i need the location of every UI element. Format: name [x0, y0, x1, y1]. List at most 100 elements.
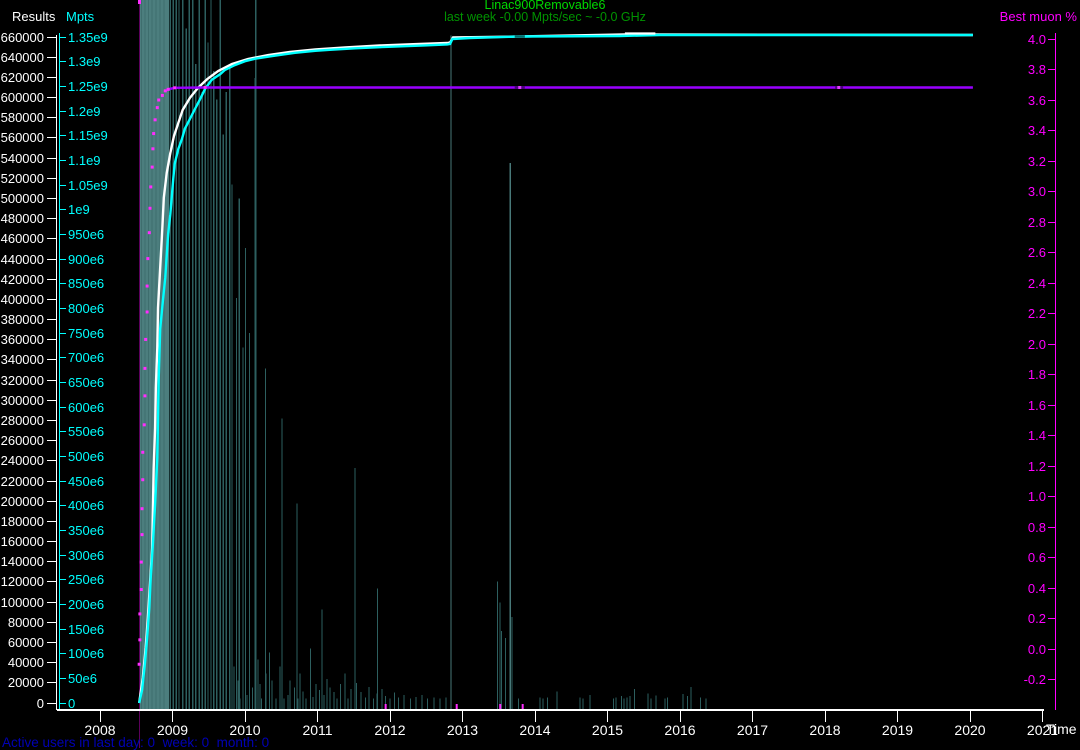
year-tick — [897, 710, 898, 722]
mpts-tick — [59, 85, 66, 87]
mpts-tick — [59, 579, 66, 581]
year-tick-label: 2011 — [302, 722, 333, 738]
results-tick-label: 540000 — [0, 150, 44, 166]
year-tick-label: 2014 — [519, 722, 551, 738]
year-tick — [1042, 710, 1043, 722]
muon-tick — [1048, 496, 1056, 498]
mpts-tick-label: 950e6 — [68, 226, 105, 242]
year-tick-label: 2015 — [591, 722, 624, 738]
year-tick-label: 2021 — [1026, 722, 1059, 738]
mpts-tick — [59, 332, 66, 334]
muon-tick-label: 2.2 — [1027, 306, 1046, 322]
year-tick — [389, 710, 391, 722]
results-tick-label: 440000 — [0, 251, 44, 267]
results-tick-label: 240000 — [0, 453, 44, 469]
mpts-tick — [59, 554, 66, 556]
mpts-tick — [59, 36, 66, 38]
year-tick — [679, 710, 681, 722]
mpts-tick-label: 450e6 — [68, 473, 105, 489]
mpts-tick — [59, 135, 66, 137]
results-tick-label: 60000 — [7, 634, 44, 650]
results-tick — [47, 238, 56, 240]
year-tick — [317, 710, 318, 722]
best-muon-dot — [141, 450, 145, 454]
new-best-bottom-mark — [455, 704, 458, 709]
mpts-tick — [59, 702, 66, 704]
results-tick — [47, 197, 56, 199]
muon-tick — [1048, 343, 1056, 345]
results-curve — [137, 33, 973, 704]
best-muon-dot — [152, 132, 156, 136]
mpts-tick — [59, 406, 66, 408]
muon-tick — [1048, 282, 1056, 284]
muon-tick-label: 2.4 — [1027, 275, 1046, 291]
results-tick — [47, 541, 56, 543]
results-tick — [47, 97, 56, 99]
mpts-tick-label: 300e6 — [68, 547, 105, 563]
muon-axis-line — [1055, 33, 1056, 710]
mpts-tick — [59, 184, 66, 186]
results-tick — [47, 278, 56, 280]
results-tick-label: 120000 — [0, 574, 44, 590]
new-best-bottom-mark — [499, 704, 502, 709]
mpts-tick-label: 1.15e9 — [68, 128, 108, 144]
activity-block — [139, 0, 169, 709]
muon-tick-label: 0.8 — [1027, 519, 1046, 535]
best-muon-dot — [146, 257, 150, 261]
results-tick — [47, 177, 56, 179]
mpts-tick-label: 900e6 — [68, 251, 105, 267]
results-tick — [47, 561, 56, 563]
muon-tick — [1048, 38, 1056, 40]
muon-tick-label: 3.4 — [1027, 123, 1046, 139]
mpts-tick — [59, 628, 66, 630]
best-muon-dot — [173, 86, 177, 90]
year-tick-label: 2013 — [446, 722, 479, 738]
results-tick — [47, 641, 56, 643]
best-muon-dot — [151, 147, 155, 151]
results-tick-label: 560000 — [0, 130, 44, 146]
results-tick-label: 100000 — [0, 594, 44, 610]
muon-tick-label: 3.6 — [1027, 92, 1046, 108]
year-tick-label: 2016 — [664, 722, 696, 738]
best-muon-dot — [143, 394, 147, 398]
time-axis-title: Time — [1046, 721, 1077, 737]
mpts-tick-label: 0 — [68, 695, 76, 711]
results-tick-label: 640000 — [0, 49, 44, 65]
results-tick-label: 40000 — [7, 655, 44, 671]
muon-tick-label: 4.0 — [1027, 31, 1046, 47]
results-tick — [47, 157, 56, 159]
mpts-tick-label: 100e6 — [68, 646, 105, 662]
muon-tick-label: -0.2 — [1023, 672, 1046, 688]
muon-tick — [1048, 69, 1056, 71]
mpts-tick — [59, 159, 66, 161]
results-tick-label: 600000 — [0, 90, 44, 106]
muon-tick-label: 1.4 — [1027, 428, 1046, 444]
best-muon-dot — [138, 638, 142, 642]
mpts-tick — [59, 677, 66, 679]
muon-tick — [1048, 191, 1056, 193]
mpts-tick — [59, 480, 66, 482]
mpts-tick-label: 1.2e9 — [68, 103, 101, 119]
muon-tick-label: 0.4 — [1027, 580, 1046, 596]
mpts-tick-label: 200e6 — [68, 596, 105, 612]
year-tick-label: 2017 — [736, 722, 769, 738]
time-axis-line — [57, 709, 1044, 711]
year-tick-label: 2009 — [156, 722, 189, 738]
mpts-curve — [137, 33, 973, 704]
muon-gap-dot — [518, 85, 522, 89]
best-muon-dot — [140, 533, 144, 537]
best-muon-dot — [148, 206, 152, 210]
results-tick — [47, 520, 56, 522]
results-tick — [47, 56, 56, 58]
muon-tick-label: 2.0 — [1027, 336, 1046, 352]
results-tick — [47, 682, 56, 684]
mpts-tick-label: 1.35e9 — [68, 29, 108, 45]
year-tick-label: 2020 — [954, 722, 986, 738]
muon-tick — [1048, 252, 1056, 254]
mpts-tick-label: 550e6 — [68, 424, 105, 440]
muon-tick — [1048, 160, 1056, 162]
best-muon-dot — [160, 93, 164, 97]
results-tick — [47, 117, 56, 119]
mpts-tick-label: 1.1e9 — [68, 152, 101, 168]
